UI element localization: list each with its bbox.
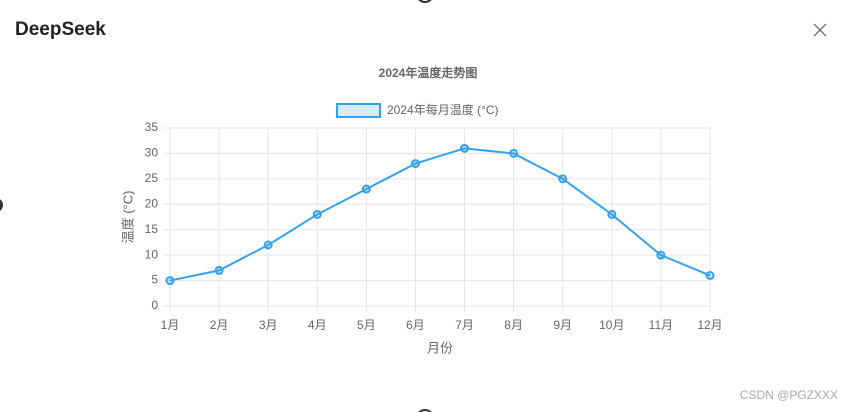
point — [607, 209, 617, 219]
x-axis-title: 月份 — [427, 340, 453, 355]
edge-dot — [0, 199, 3, 211]
edge-dot — [418, 409, 432, 412]
watermark: CSDN @PGZXXX — [740, 388, 838, 402]
point — [410, 159, 420, 169]
dialog-title: DeepSeek — [15, 19, 106, 40]
x-tick-label: 1月 — [161, 318, 180, 332]
point — [705, 270, 715, 280]
y-tick-label: 20 — [145, 196, 159, 210]
point — [361, 184, 371, 194]
y-tick-label: 0 — [151, 298, 158, 312]
x-tick-label: 3月 — [259, 318, 278, 332]
x-tick-label: 10月 — [599, 318, 624, 332]
y-tick-label: 35 — [145, 120, 159, 134]
close-button[interactable] — [813, 23, 827, 37]
x-tick-label: 11月 — [649, 318, 673, 332]
point — [460, 143, 470, 153]
y-tick-label: 10 — [145, 247, 159, 261]
point — [263, 240, 273, 250]
y-tick-label: 15 — [145, 222, 159, 236]
point — [312, 209, 322, 219]
y-tick-label: 5 — [151, 273, 158, 287]
line — [169, 147, 711, 282]
legend-label: 2024年每月温度 (°C) — [387, 102, 499, 117]
y-tick-label: 30 — [145, 146, 159, 160]
x-tick-label: 12月 — [697, 318, 722, 332]
point — [214, 265, 224, 275]
chart-title: 2024年温度走势图 — [379, 65, 478, 80]
x-tick-label: 9月 — [553, 318, 572, 332]
x-tick-label: 4月 — [308, 318, 327, 332]
point — [509, 148, 519, 158]
edge-dot — [418, 0, 432, 3]
point — [656, 250, 666, 260]
x-tick-label: 7月 — [455, 318, 474, 332]
x-tick-label: 5月 — [357, 318, 376, 332]
point — [558, 174, 568, 184]
y-axis-title: 温度 (°C) — [120, 191, 135, 244]
x-tick-label: 8月 — [504, 318, 523, 332]
y-tick-label: 25 — [145, 171, 159, 185]
legend-swatch — [336, 103, 381, 118]
x-tick-label: 6月 — [406, 318, 425, 332]
x-tick-label: 2月 — [210, 318, 229, 332]
point — [165, 276, 175, 286]
